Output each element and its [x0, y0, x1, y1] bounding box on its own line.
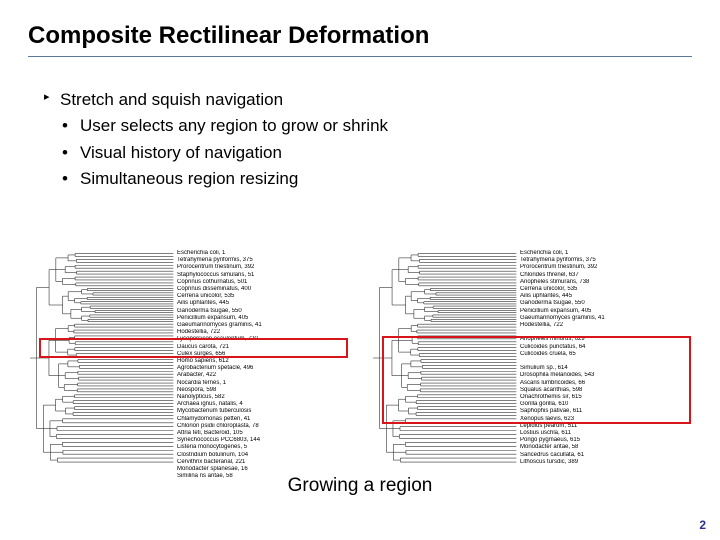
page-number: 2 [699, 518, 706, 532]
leaf-label: Ailis uphlantes, 445 [520, 293, 696, 300]
leaf-label: Lostius uschla, 611 [520, 430, 696, 437]
leaf-label: Cerrena unicolor, 535 [177, 293, 353, 300]
figure-row: Escherichia coli, 1Tetrahymena pyriformi… [22, 248, 698, 468]
bullet-l2: Simultaneous region resizing [44, 166, 692, 192]
leaf-label: Synechococcus PCC6803, 144 [177, 437, 353, 444]
leaf-label: Penicillium expansum, 405 [520, 308, 696, 315]
leaf-label: Homo sapiens, 612 [177, 358, 353, 365]
leaf-labels-left: Escherichia coli, 1Tetrahymena pyriformi… [177, 250, 353, 481]
leaf-label: Prorocentrum triestinum, 392 [520, 264, 696, 271]
leaf-label: Lithoscus tursdic, 389 [520, 459, 696, 466]
leaf-label: Pongo pygmaeus, 615 [520, 437, 696, 444]
title-block: Composite Rectilinear Deformation [0, 0, 720, 61]
slide: Composite Rectilinear Deformation Stretc… [0, 0, 720, 540]
leaf-label: Escherichia coli, 1 [177, 250, 353, 257]
leaf-label: Mycobacterium tuberculosis [177, 408, 353, 415]
figure-caption: Growing a region [0, 475, 720, 497]
leaf-label: Hodestellia, 722 [177, 329, 353, 336]
leaf-label: Monodacter antae, 58 [520, 444, 696, 451]
leaf-label: Gaeumannomyces graminis, 41 [177, 322, 353, 329]
leaf-label: Tetrahymena pyriformis, 375 [520, 257, 696, 264]
bullet-l2: User selects any region to grow or shrin… [44, 113, 692, 139]
leaf-label: Coprinus disseminatus, 400 [177, 286, 353, 293]
leaf-label: Neospora, 598 [177, 387, 353, 394]
leaf-label: Penicillium expansum, 405 [177, 315, 353, 322]
leaf-label: Escherichia coli, 1 [520, 250, 696, 257]
slide-title: Composite Rectilinear Deformation [28, 22, 692, 50]
highlight-box-right [382, 336, 692, 424]
bullet-list: Stretch and squish navigation User selec… [0, 61, 720, 192]
leaf-label: Chlorion psidii chloroplasta, 78 [177, 423, 353, 430]
bullet-l1: Stretch and squish navigation [44, 87, 692, 113]
leaf-label: Monodacter splanesae, 16 [177, 466, 353, 473]
leaf-label: Prorocentrum triestinum, 392 [177, 264, 353, 271]
leaf-label: Cervithrix bacteranal, 221 [177, 459, 353, 466]
leaf-label: Coprinus cothurnatus, 501 [177, 279, 353, 286]
leaf-label: Sancedrus cacullata, 61 [520, 452, 696, 459]
bullet-l2: Visual history of navigation [44, 140, 692, 166]
leaf-label: Listeria monocytogenes, 5 [177, 444, 353, 451]
figure-right: Escherichia coli, 1Tetrahymena pyriformi… [365, 248, 698, 468]
figure-left: Escherichia coli, 1Tetrahymena pyriformi… [22, 248, 355, 468]
leaf-label: Staphylococcus simulans, 51 [177, 272, 353, 279]
leaf-label: Agrobacterium spetacle, 496 [177, 365, 353, 372]
leaf-label: Chlamydomonas petteri, 41 [177, 416, 353, 423]
leaf-label: Chlorides threnel, 637 [520, 272, 696, 279]
leaf-label: Tetrahymena pyriformis, 375 [177, 257, 353, 264]
leaf-label: Clostridium botulinum, 104 [177, 452, 353, 459]
leaf-label: Nocardia fernes, 1 [177, 380, 353, 387]
leaf-label: Nanolypticus, 582 [177, 394, 353, 401]
leaf-label: Anopheles stimurans, 738 [520, 279, 696, 286]
leaf-label: Cerrena unicolor, 535 [520, 286, 696, 293]
highlight-box-left [39, 338, 349, 358]
title-underline [28, 56, 692, 57]
leaf-label: Hodestellia, 722 [520, 322, 696, 329]
leaf-label: Ailis uphlantes, 445 [177, 300, 353, 307]
leaf-label: Ganoderma tsugae, 550 [177, 308, 353, 315]
leaf-label: Attria teti, Bacteroid, 105 [177, 430, 353, 437]
leaf-label: Ganoderma tsugae, 550 [520, 300, 696, 307]
leaf-label: Archaea ignus, natalis, 4 [177, 401, 353, 408]
leaf-label: Arabacter, 422 [177, 372, 353, 379]
leaf-label: Gaeumannomyces graminis, 41 [520, 315, 696, 322]
